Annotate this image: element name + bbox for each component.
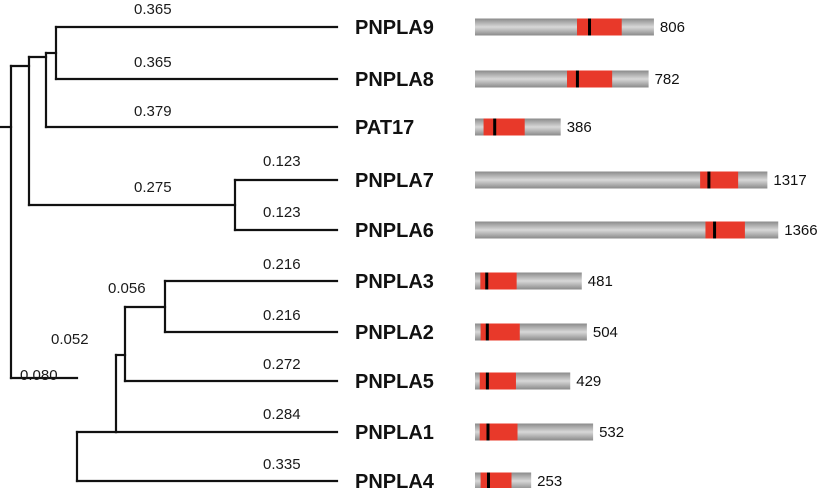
protein-length-pnpla9: 806 — [660, 19, 685, 36]
patatin-domain-pnpla8 — [567, 70, 613, 88]
protein-name-pnpla2: PNPLA2 — [355, 322, 434, 344]
active-site-motif-pnpla6 — [713, 221, 717, 239]
branch-length-pnpla8: 0.365 — [134, 54, 172, 71]
patatin-domain-pnpla3 — [480, 272, 517, 290]
branch-length-pat17: 0.379 — [134, 103, 172, 120]
active-site-motif-pnpla9 — [588, 18, 592, 36]
protein-row-pat17: PAT17 386 — [355, 117, 592, 139]
patatin-domain-pnpla6 — [705, 221, 745, 239]
protein-length-pnpla6: 1366 — [784, 222, 817, 239]
active-site-motif-pnpla8 — [575, 70, 579, 88]
branch-length-clade-32: 0.056 — [108, 280, 146, 297]
protein-name-pnpla8: PNPLA8 — [355, 69, 434, 91]
branch-length-labels: 0.365 0.365 0.379 0.123 0.275 0.123 0.21… — [20, 1, 301, 473]
protein-length-pnpla2: 504 — [593, 324, 618, 341]
branch-length-pnpla5: 0.272 — [263, 356, 301, 373]
protein-name-pnpla9: PNPLA9 — [355, 17, 434, 39]
protein-row-pnpla7: PNPLA7 1317 — [355, 170, 807, 192]
protein-length-pnpla5: 429 — [576, 373, 601, 390]
protein-bar-pnpla8 — [475, 70, 649, 88]
active-site-motif-pnpla1 — [486, 423, 490, 441]
tree-branches — [0, 25, 339, 483]
branch-length-pnpla4: 0.335 — [263, 456, 301, 473]
protein-row-pnpla9: PNPLA9 806 — [355, 17, 685, 39]
protein-row-pnpla4: PNPLA4 253 — [355, 471, 562, 488]
protein-length-pnpla7: 1317 — [773, 172, 806, 189]
branch-length-pnpla2: 0.216 — [263, 307, 301, 324]
active-site-motif-pnpla3 — [485, 272, 489, 290]
protein-length-pnpla8: 782 — [655, 71, 680, 88]
patatin-domain-pnpla2 — [480, 323, 520, 341]
active-site-motif-pnpla2 — [485, 323, 489, 341]
protein-row-pnpla6: PNPLA6 1366 — [355, 220, 818, 242]
protein-row-pnpla1: PNPLA1 532 — [355, 422, 624, 444]
patatin-domain-pnpla7 — [700, 171, 739, 189]
protein-length-pnpla3: 481 — [588, 273, 613, 290]
protein-length-pat17: 386 — [567, 119, 592, 136]
protein-row-pnpla5: PNPLA5 429 — [355, 371, 601, 393]
branch-length-clade-3251: 0.080 — [20, 367, 58, 384]
protein-name-pnpla6: PNPLA6 — [355, 220, 434, 242]
branch-length-clade-325: 0.052 — [51, 331, 89, 348]
branch-length-clade-67: 0.275 — [134, 179, 172, 196]
patatin-domain-pnpla4 — [480, 472, 512, 488]
active-site-motif-pat17 — [493, 118, 497, 136]
branch-length-pnpla9: 0.365 — [134, 1, 172, 18]
protein-name-pnpla3: PNPLA3 — [355, 271, 434, 293]
protein-name-pat17: PAT17 — [355, 117, 414, 139]
protein-name-pnpla1: PNPLA1 — [355, 422, 434, 444]
patatin-domain-pnpla9 — [576, 18, 622, 36]
patatin-domain-pnpla5 — [479, 372, 516, 390]
patatin-domain-pat17 — [483, 118, 525, 136]
protein-bar-pnpla7 — [475, 171, 768, 189]
protein-row-pnpla8: PNPLA8 782 — [355, 69, 680, 91]
protein-length-pnpla4: 253 — [537, 473, 562, 488]
protein-row-pnpla2: PNPLA2 504 — [355, 322, 618, 344]
branch-length-pnpla6: 0.123 — [263, 204, 301, 221]
active-site-motif-pnpla7 — [707, 171, 711, 189]
branch-length-pnpla7: 0.123 — [263, 153, 301, 170]
protein-name-pnpla7: PNPLA7 — [355, 170, 434, 192]
protein-name-pnpla4: PNPLA4 — [355, 471, 435, 488]
branch-length-pnpla3: 0.216 — [263, 256, 301, 273]
protein-bar-pnpla9 — [475, 18, 654, 36]
protein-length-pnpla1: 532 — [599, 424, 624, 441]
patatin-domain-pnpla1 — [479, 423, 518, 441]
protein-bar-pnpla6 — [475, 221, 779, 239]
protein-row-pnpla3: PNPLA3 481 — [355, 271, 613, 293]
active-site-motif-pnpla4 — [486, 472, 490, 488]
protein-name-pnpla5: PNPLA5 — [355, 371, 434, 393]
active-site-motif-pnpla5 — [485, 372, 489, 390]
branch-length-pnpla1: 0.284 — [263, 406, 301, 423]
